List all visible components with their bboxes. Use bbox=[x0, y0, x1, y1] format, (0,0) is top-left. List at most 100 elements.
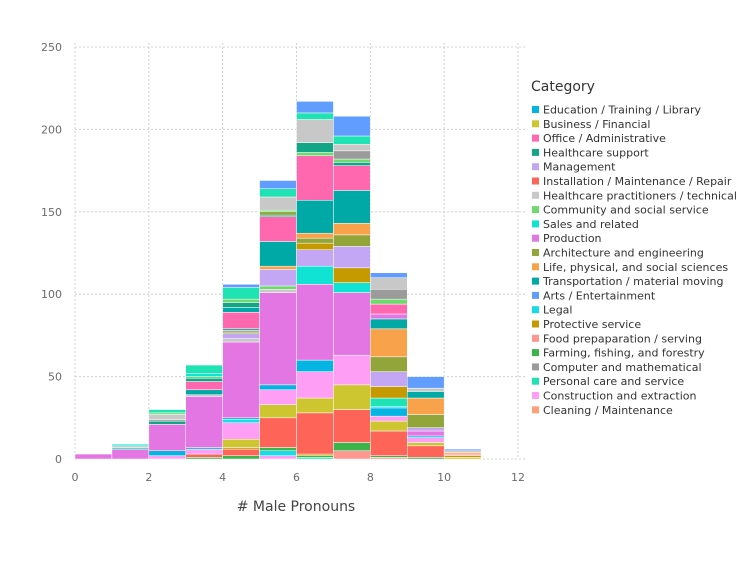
legend-swatch bbox=[532, 191, 539, 199]
x-axis-title: # Male Pronouns bbox=[237, 499, 355, 515]
legend-label: Community and social service bbox=[543, 204, 709, 217]
x-tick-label: 0 bbox=[72, 471, 79, 484]
bar-segment bbox=[370, 289, 408, 300]
bar-segment bbox=[296, 155, 334, 201]
bar-segment bbox=[148, 420, 186, 425]
bar-segment bbox=[222, 312, 260, 330]
bar-segment bbox=[222, 341, 260, 419]
bar-segment bbox=[259, 455, 297, 460]
bar-segment bbox=[148, 409, 186, 414]
bar-segment bbox=[370, 313, 408, 320]
bar-segment bbox=[222, 302, 260, 308]
legend-label: Healthcare support bbox=[543, 146, 649, 159]
bar-segment bbox=[370, 277, 408, 290]
bar-segment bbox=[296, 249, 334, 267]
legend-label: Farming, fishing, and forestry bbox=[543, 347, 705, 360]
bar-segment bbox=[185, 377, 223, 382]
bar-segment bbox=[407, 430, 445, 437]
bar-segment bbox=[333, 450, 371, 460]
bar-segment bbox=[370, 371, 408, 387]
legend-swatch bbox=[532, 306, 539, 314]
legend-swatch bbox=[532, 148, 539, 156]
bar-segment bbox=[296, 142, 334, 153]
y-tick-label: 150 bbox=[41, 206, 62, 219]
x-tick-label: 10 bbox=[437, 471, 451, 484]
legend-label: Education / Training / Library bbox=[543, 104, 702, 117]
legend-swatch bbox=[532, 220, 539, 228]
bar-segment bbox=[407, 397, 445, 415]
legend-label: Installation / Maintenance / Repair bbox=[543, 175, 732, 188]
bar-segment bbox=[296, 397, 334, 414]
legend-label: Construction and extraction bbox=[543, 390, 697, 403]
bar-segment bbox=[370, 407, 408, 417]
bar-segment bbox=[259, 389, 297, 405]
bar-segment bbox=[333, 135, 371, 145]
bar-segment bbox=[407, 445, 445, 458]
bar-segment bbox=[333, 158, 371, 163]
bar-segment bbox=[296, 200, 334, 234]
bar-segment bbox=[259, 285, 297, 290]
legend-swatch bbox=[532, 106, 539, 113]
bar-segment bbox=[296, 284, 334, 361]
bar-segment bbox=[259, 384, 297, 391]
bar-segment bbox=[370, 397, 408, 407]
bar-segment bbox=[185, 453, 223, 458]
legend-label: Computer and mathematical bbox=[543, 361, 702, 374]
legend-label: Management bbox=[543, 161, 616, 174]
x-tick-label: 6 bbox=[293, 471, 300, 484]
legend-swatch bbox=[532, 134, 539, 142]
bar-segment bbox=[333, 442, 371, 452]
bar-segment bbox=[333, 246, 371, 269]
bar-segment bbox=[296, 152, 334, 157]
legend-label: Office / Administrative bbox=[543, 132, 666, 145]
bar-segment bbox=[407, 376, 445, 389]
bars-layer bbox=[74, 101, 482, 460]
bar-segment bbox=[148, 424, 186, 452]
bar-segment bbox=[259, 265, 297, 270]
legend-swatch bbox=[532, 120, 539, 128]
bar-segment bbox=[370, 386, 408, 399]
bar-segment bbox=[111, 448, 150, 460]
y-tick-label: 200 bbox=[41, 123, 62, 136]
bar-segment bbox=[259, 216, 297, 242]
bar-segment bbox=[407, 414, 445, 428]
legend-label: Healthcare practitioners / technical bbox=[543, 189, 737, 202]
bar-segment bbox=[185, 396, 223, 448]
bar-segment bbox=[222, 448, 260, 456]
legend-swatch bbox=[532, 234, 539, 242]
legend-swatch bbox=[532, 249, 539, 256]
legend-swatch bbox=[532, 334, 539, 342]
bar-segment bbox=[407, 387, 445, 392]
legend-swatch bbox=[532, 392, 539, 399]
legend-swatch bbox=[532, 177, 539, 185]
bar-segment bbox=[259, 196, 297, 211]
bar-segment bbox=[296, 232, 334, 239]
x-tick-label: 4 bbox=[219, 471, 226, 484]
x-tick-label: 12 bbox=[511, 471, 525, 484]
bar-segment bbox=[407, 442, 445, 447]
legend-swatch bbox=[532, 291, 539, 299]
bar-segment bbox=[333, 165, 371, 191]
y-tick-label: 0 bbox=[55, 453, 62, 466]
legend-swatch bbox=[532, 320, 539, 328]
bar-segment bbox=[333, 409, 371, 443]
bar-segment bbox=[222, 419, 260, 423]
bar-segment bbox=[259, 292, 297, 386]
bar-segment bbox=[259, 289, 297, 293]
bar-segment bbox=[148, 414, 186, 420]
bar-segment bbox=[148, 450, 186, 456]
bar-segment bbox=[259, 269, 297, 287]
x-tick-label: 2 bbox=[145, 471, 152, 484]
legend-label: Sales and related bbox=[543, 218, 639, 231]
bar-segment bbox=[333, 282, 371, 293]
bar-segment bbox=[370, 430, 408, 456]
legend-label: Arts / Entertainment bbox=[543, 289, 656, 302]
bar-segment bbox=[259, 188, 297, 198]
bar-segment bbox=[222, 338, 260, 343]
bar-segment bbox=[296, 112, 334, 120]
bar-segment bbox=[370, 328, 408, 358]
bar-segment bbox=[443, 448, 482, 452]
legend-swatch bbox=[532, 263, 539, 271]
